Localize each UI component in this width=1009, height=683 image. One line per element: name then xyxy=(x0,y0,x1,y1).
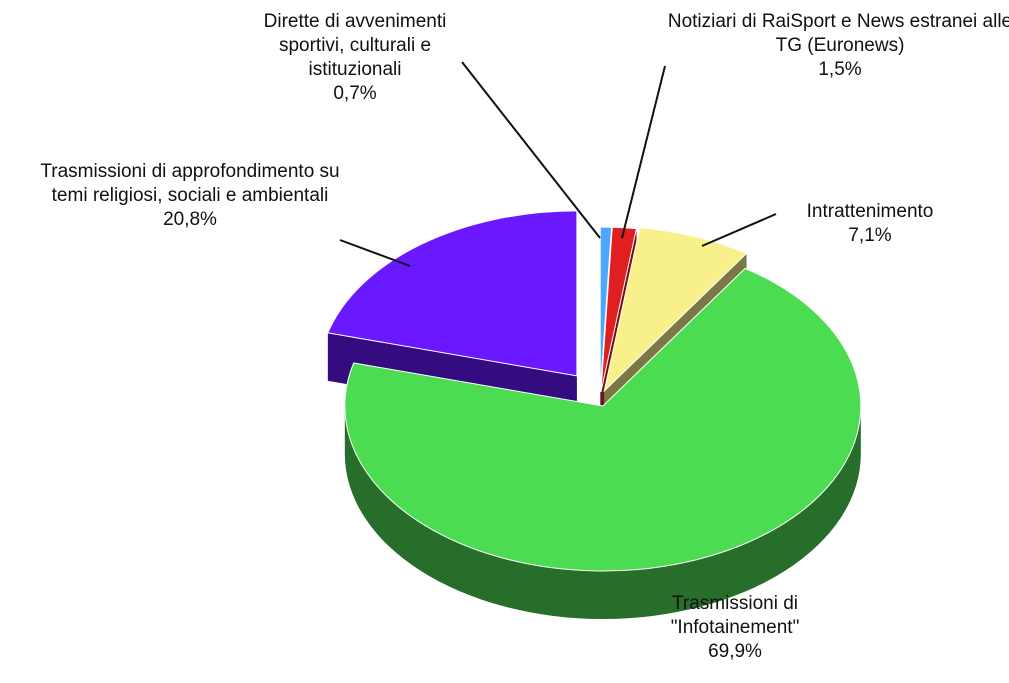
category-label: Dirette di avvenimenti sportivi, cultura… xyxy=(263,11,447,80)
category-label: Trasmissioni di approfondimento su temi … xyxy=(40,161,340,206)
value-label: 69,9% xyxy=(708,641,762,662)
leader-line xyxy=(339,239,411,267)
value-label: 0,7% xyxy=(333,83,377,104)
leader-line xyxy=(701,213,777,247)
value-label: 1,5% xyxy=(818,59,862,80)
slice xyxy=(599,226,613,393)
slice xyxy=(344,267,862,572)
slice-label: Trasmissioni di "Infotainement" 69,9% xyxy=(620,592,850,664)
category-label: Intrattenimento xyxy=(806,201,934,222)
slice-wall xyxy=(344,405,861,619)
value-label: 20,8% xyxy=(163,209,217,230)
category-label: Notiziari di RaiSport e News estranei al… xyxy=(667,11,1009,56)
leader-line xyxy=(621,65,666,239)
slice-label: Notiziari di RaiSport e News estranei al… xyxy=(660,10,1009,82)
category-label: Trasmissioni di "Infotainement" xyxy=(670,593,800,638)
slice xyxy=(327,210,578,377)
slice-label: Dirette di avvenimenti sportivi, cultura… xyxy=(230,10,480,106)
value-label: 7,1% xyxy=(848,225,892,246)
slice-label: Trasmissioni di approfondimento su temi … xyxy=(20,160,360,232)
leader-line xyxy=(461,61,601,239)
slice-label: Intrattenimento 7,1% xyxy=(770,200,970,248)
slice xyxy=(603,227,748,393)
